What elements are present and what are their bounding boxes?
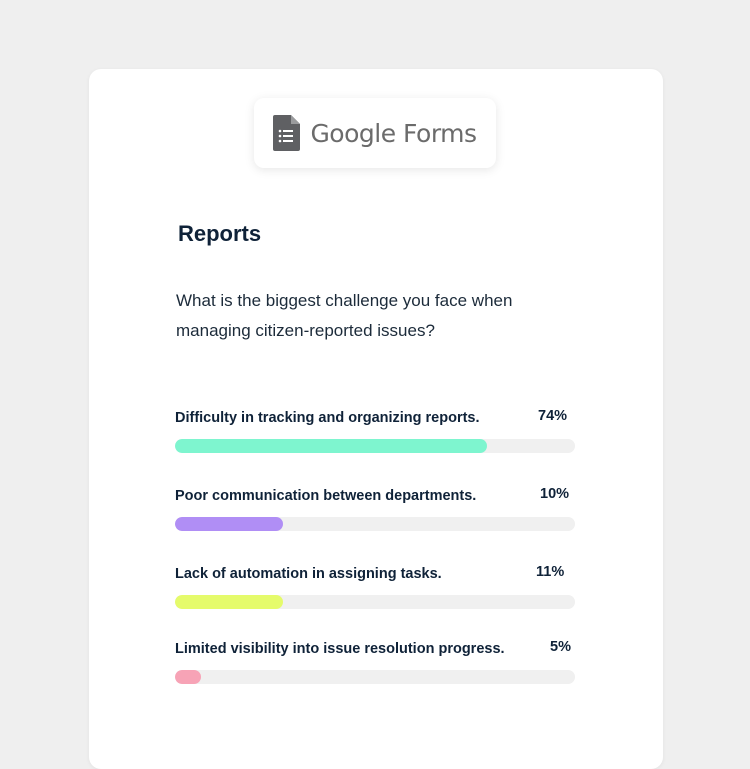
logo-text: Google Forms — [310, 118, 477, 148]
google-forms-icon — [273, 115, 301, 151]
option-percent: 11% — [536, 564, 565, 580]
progress-fill — [175, 439, 487, 453]
option-label: Lack of automation in assigning tasks. — [175, 566, 442, 582]
google-forms-logo: Google Forms — [254, 98, 496, 168]
option-label: Limited visibility into issue resolution… — [175, 641, 505, 657]
option-percent: 5% — [550, 639, 571, 655]
page-title: Reports — [178, 221, 262, 246]
report-card: Google Forms Reports What is the biggest… — [89, 69, 663, 769]
progress-track — [175, 439, 575, 453]
progress-track — [175, 595, 575, 609]
option-label: Poor communication between departments. — [175, 488, 477, 504]
option-label: Difficulty in tracking and organizing re… — [175, 410, 480, 426]
progress-fill — [175, 595, 283, 609]
option-percent: 10% — [540, 486, 570, 502]
option-percent: 74% — [538, 408, 568, 424]
progress-track — [175, 517, 575, 531]
question-text: What is the biggest challenge you face w… — [176, 291, 513, 340]
progress-track — [175, 670, 575, 684]
progress-fill — [175, 670, 201, 684]
progress-fill — [175, 517, 283, 531]
